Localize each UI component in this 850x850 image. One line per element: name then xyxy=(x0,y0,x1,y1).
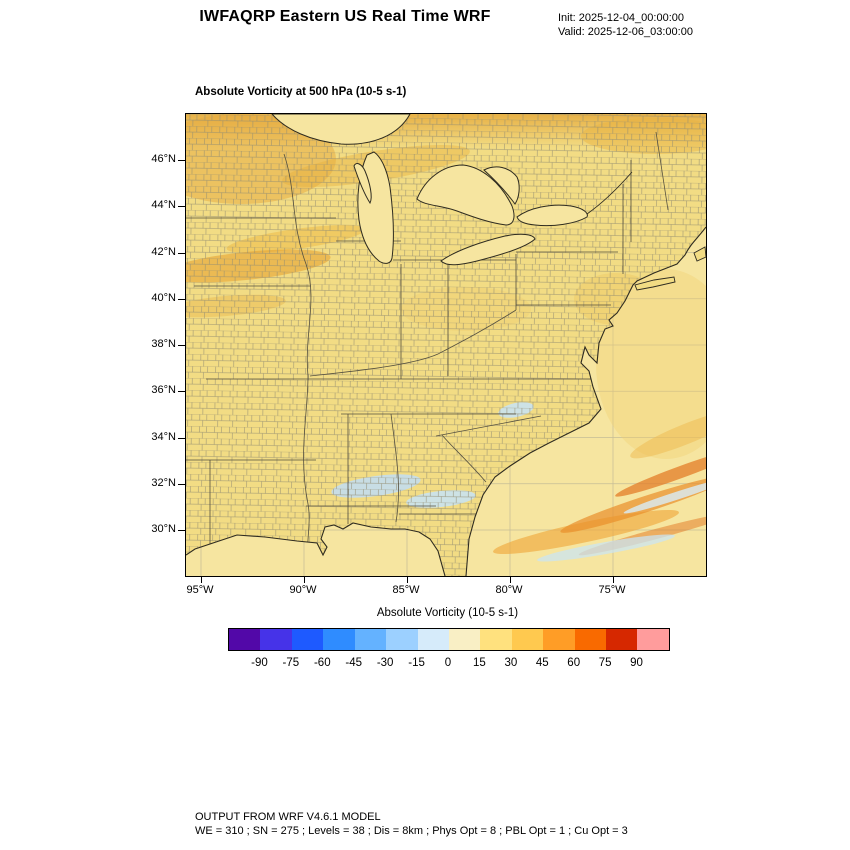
lat-tick-mark xyxy=(178,437,186,439)
lat-tick-mark xyxy=(178,206,186,208)
lon-tick-mark xyxy=(510,576,511,583)
colorbar-tick-label: 90 xyxy=(630,657,643,669)
colorbar-tick-label: -60 xyxy=(313,657,331,669)
init-valid-block: Init: 2025-12-04_00:00:00 Valid: 2025-12… xyxy=(558,11,693,39)
lon-axis: 95°W 90°W 85°W 80°W 75°W xyxy=(185,584,705,600)
lat-tick-label: 32°N xyxy=(151,476,176,489)
lon-tick-label: 80°W xyxy=(495,584,523,596)
lat-tick-label: 42°N xyxy=(151,245,176,258)
lat-tick-label: 34°N xyxy=(151,430,176,443)
colorbar xyxy=(228,628,670,651)
page-title: IWFAQRP Eastern US Real Time WRF xyxy=(199,8,491,25)
colorbar-cell xyxy=(511,629,544,650)
lat-tick-mark xyxy=(178,530,186,531)
great-lakes xyxy=(271,114,588,266)
lat-tick-label: 38°N xyxy=(151,338,176,350)
colorbar-cell xyxy=(386,629,418,650)
colorbar-cell xyxy=(606,629,638,650)
colorbar-cell xyxy=(543,629,575,650)
lat-tick-mark xyxy=(178,298,186,300)
valid-time: Valid: 2025-12-06_03:00:00 xyxy=(558,26,693,38)
lat-tick-label: 40°N xyxy=(151,291,176,304)
init-time: Init: 2025-12-04_00:00:00 xyxy=(558,12,684,24)
colorbar-tick-label: 30 xyxy=(504,657,518,669)
lon-tick-mark xyxy=(201,576,202,583)
colorbar-cell xyxy=(574,629,607,650)
colorbar-tick-label: -15 xyxy=(408,657,425,669)
colorbar-cell xyxy=(260,629,292,650)
st-lawrence-river xyxy=(586,171,633,215)
colorbar-tick-label: -75 xyxy=(282,657,300,669)
colorbar-tick-label: 0 xyxy=(444,657,452,669)
colorbar-tick-label: -90 xyxy=(251,657,268,669)
colorbar-cell xyxy=(637,629,669,650)
lat-tick-label: 44°N xyxy=(151,199,176,212)
lon-tick-mark xyxy=(304,576,305,583)
plot-title: Absolute Vorticity at 500 hPa (10-5 s-1) xyxy=(195,86,407,98)
colorbar-tick-row: -90 -75 -60 -45 -30 -15 0 15 30 45 60 75 90 xyxy=(228,657,668,672)
colorbar-cell xyxy=(323,629,355,650)
green-bay xyxy=(353,163,372,205)
lake-ontario xyxy=(516,204,588,227)
lake-superior xyxy=(271,114,411,145)
colorbar-tick-label: -30 xyxy=(376,657,394,669)
map-frame xyxy=(178,113,707,583)
lat-tick-label: 30°N xyxy=(151,523,176,535)
footer-block: OUTPUT FROM WRF V4.6.1 MODEL WE = 310 ; … xyxy=(195,810,628,838)
lat-tick-mark xyxy=(178,483,186,485)
footer-line1: OUTPUT FROM WRF V4.6.1 MODEL xyxy=(195,811,381,823)
lon-tick-label: 75°W xyxy=(598,584,626,596)
ocean-vorticity-streaks xyxy=(493,269,706,562)
lon-tick-mark xyxy=(613,576,614,583)
colorbar-tick-label: 75 xyxy=(598,657,612,669)
lon-tick-label: 85°W xyxy=(392,584,420,596)
lat-tick-mark xyxy=(178,345,186,346)
lat-tick-label: 36°N xyxy=(151,384,176,397)
lake-huron xyxy=(416,164,515,226)
colorbar-cell xyxy=(354,629,387,650)
lon-tick-label: 95°W xyxy=(186,584,214,596)
lake-erie xyxy=(440,233,536,266)
colorbar-cell xyxy=(417,629,449,650)
colorbar-cell xyxy=(291,629,324,650)
lat-tick-mark xyxy=(178,160,186,161)
colorbar-cell xyxy=(480,629,512,650)
colorbar-title: Absolute Vorticity (10-5 s-1) xyxy=(376,607,519,619)
lat-axis: 46°N 44°N 42°N 40°N 38°N 36°N 34°N 32°N 30°N xyxy=(130,113,176,575)
colorbar-tick-label: 60 xyxy=(567,657,581,669)
colorbar-tick-label: 45 xyxy=(535,657,549,669)
lon-tick-mark xyxy=(407,576,408,583)
colorbar-cell xyxy=(229,629,261,650)
lat-tick-mark xyxy=(178,391,186,393)
lat-tick-mark xyxy=(178,252,186,254)
lat-tick-label: 46°N xyxy=(151,153,176,165)
lon-tick-label: 90°W xyxy=(289,584,317,596)
long-island xyxy=(634,276,676,291)
colorbar-tick-label: 15 xyxy=(473,657,486,669)
coastline xyxy=(186,226,706,576)
colorbar-cell xyxy=(448,629,481,650)
footer-line2: WE = 310 ; SN = 275 ; Levels = 38 ; Dis … xyxy=(195,825,628,837)
cape-cod xyxy=(693,246,706,262)
georgian-bay xyxy=(483,166,520,205)
map-svg xyxy=(186,114,706,576)
colorbar-tick-label: -45 xyxy=(345,657,363,669)
